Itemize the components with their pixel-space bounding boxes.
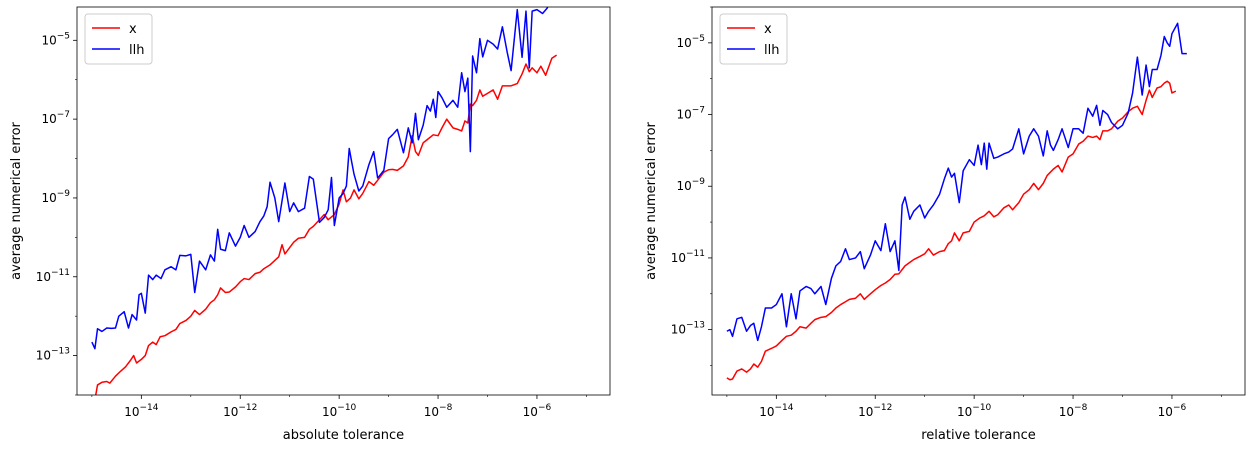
x-tick-label: 10−6 bbox=[1158, 403, 1187, 419]
legend-label-llh: llh bbox=[764, 43, 779, 58]
minor-ticks bbox=[710, 6, 1222, 397]
x-tick-label: 10−12 bbox=[223, 403, 257, 419]
legend-label-llh: llh bbox=[129, 43, 144, 58]
x-tick-label: 10−10 bbox=[322, 403, 357, 419]
plot-frame bbox=[76, 6, 611, 396]
y-tick-label: 10−7 bbox=[41, 110, 70, 126]
plot-frame bbox=[711, 6, 1246, 396]
x-tick-label: 10−6 bbox=[523, 403, 552, 419]
minor-ticks bbox=[75, 79, 587, 397]
y-tick-label: 10−9 bbox=[41, 189, 70, 205]
legend-label-x: x bbox=[764, 22, 772, 37]
x-tick-label: 10−8 bbox=[1059, 403, 1088, 419]
x-tick-label: 10−8 bbox=[424, 403, 453, 419]
y-tick-label: 10−11 bbox=[36, 268, 70, 284]
y-tick-label: 10−5 bbox=[676, 34, 705, 50]
x-axis-label: relative tolerance bbox=[921, 428, 1036, 443]
y-tick-label: 10−5 bbox=[41, 31, 70, 47]
series-line-x bbox=[94, 54, 558, 395]
x-tick-label: 10−14 bbox=[759, 403, 794, 419]
x-axis-label: absolute tolerance bbox=[283, 428, 404, 443]
y-tick-label: 10−11 bbox=[671, 249, 705, 265]
x-tick-label: 10−10 bbox=[957, 403, 992, 419]
y-tick-label: 10−13 bbox=[671, 321, 705, 337]
y-tick-label: 10−13 bbox=[36, 347, 70, 363]
y-tick-label: 10−7 bbox=[676, 106, 705, 122]
legend-box bbox=[84, 13, 153, 65]
legend-box bbox=[719, 13, 788, 65]
legend-label-x: x bbox=[129, 22, 137, 37]
x-tick-label: 10−12 bbox=[858, 403, 892, 419]
legend: x llh bbox=[84, 13, 153, 65]
y-tick-label: 10−9 bbox=[676, 177, 705, 193]
chart-absolute-tolerance: 10−14 10−12 10−10 10−8 10−6 10−13 10−11 10−9 10−… bbox=[9, 6, 611, 443]
x-tick-label: 10−14 bbox=[124, 403, 159, 419]
chart-relative-tolerance: 10−14 10−12 10−10 10−8 10−6 10−13 10−11 10−9 10−… bbox=[644, 6, 1246, 443]
legend: x llh bbox=[719, 13, 788, 65]
series-line-x bbox=[726, 80, 1177, 381]
y-axis-label: average numerical error bbox=[644, 121, 659, 279]
series-line-llh bbox=[726, 22, 1187, 342]
y-axis-label: average numerical error bbox=[9, 121, 24, 279]
series-line-llh bbox=[91, 7, 549, 350]
